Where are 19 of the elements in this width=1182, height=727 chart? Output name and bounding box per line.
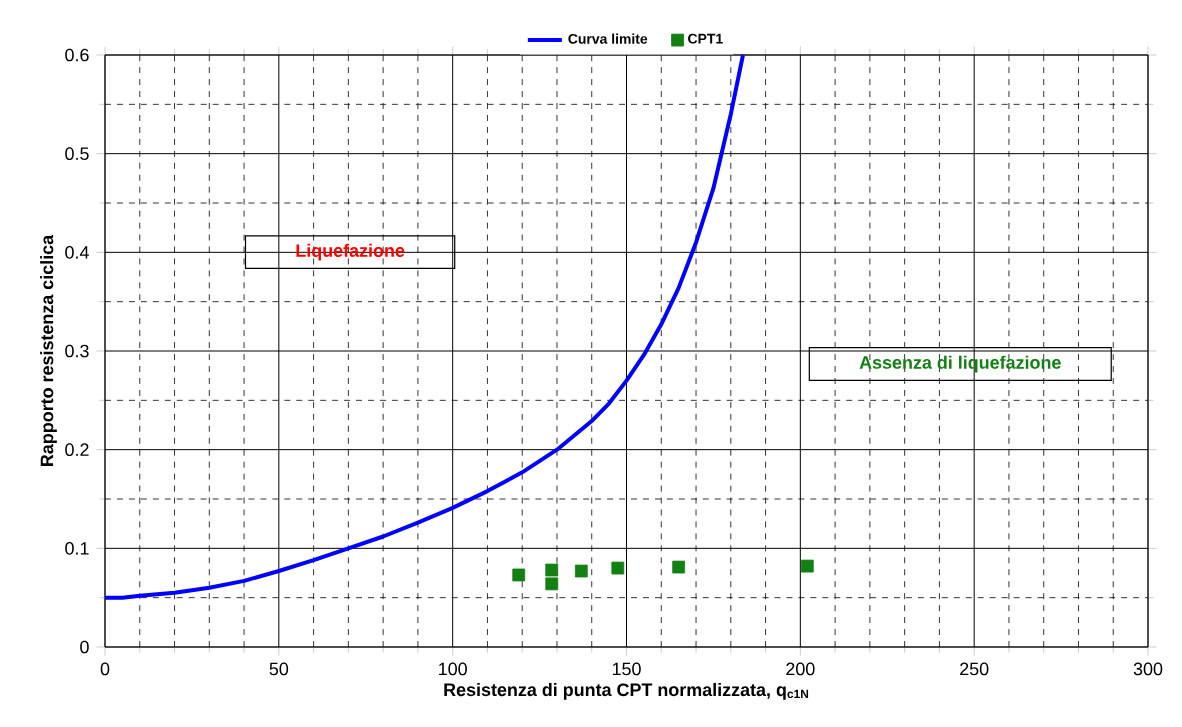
y-tick-label: 0.5 — [65, 147, 89, 161]
line-series — [103, 53, 745, 600]
x-tick-label: 100 — [439, 662, 467, 676]
x-tick-label: 0 — [100, 662, 110, 676]
x-tick-label: 200 — [786, 662, 815, 676]
y-tick-label: 0.1 — [65, 541, 89, 555]
x-tick-label: 50 — [269, 662, 289, 676]
y-tick-label: 0.2 — [65, 443, 89, 457]
y-tick-label: 0.4 — [65, 245, 89, 259]
y-tick-label: 0.6 — [65, 48, 89, 62]
y-axis-title: Rapporto resistenza ciclica — [40, 234, 57, 466]
legend-label: CPT1 — [688, 33, 723, 44]
y-tick-label: 0.3 — [65, 344, 89, 358]
y-tick-label: 0 — [80, 640, 89, 654]
legend-label: Curva limite — [568, 33, 648, 44]
x-tick-label: 250 — [960, 662, 989, 676]
x-tick-label: 150 — [612, 662, 641, 676]
x-axis-title: Resistenza di punta CPT normalizzata, q$_{c1N}$ — [444, 682, 809, 700]
x-tick-label: 300 — [1133, 662, 1163, 676]
